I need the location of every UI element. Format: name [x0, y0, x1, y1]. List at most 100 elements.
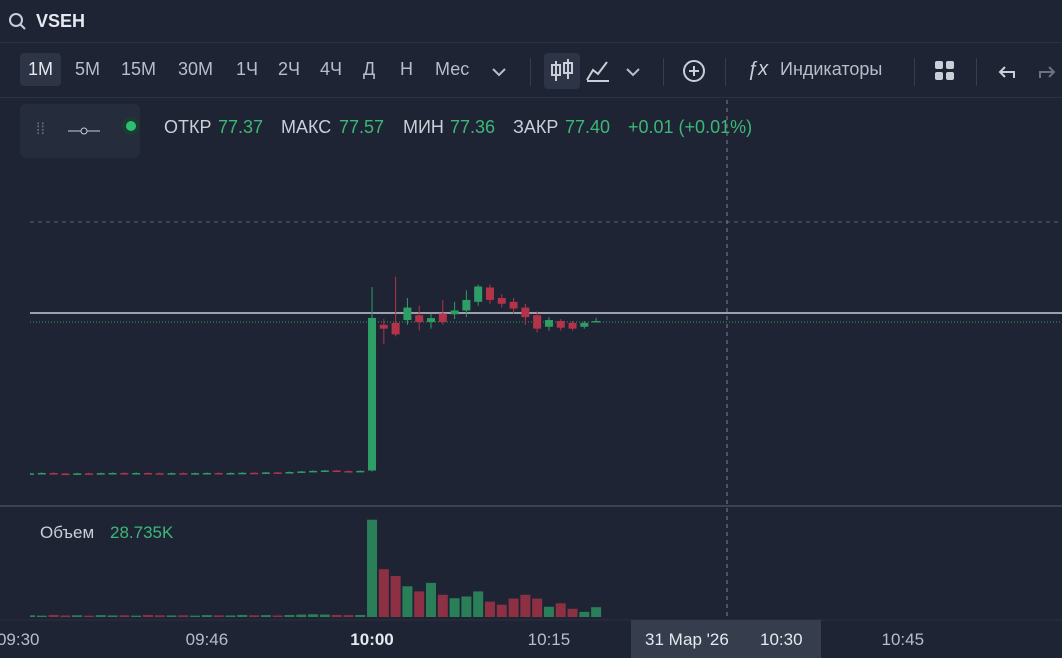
candle-body — [379, 324, 388, 329]
volume-bar — [532, 598, 543, 617]
volume-bar — [95, 615, 106, 617]
volume-bar — [402, 586, 413, 617]
timeframe-button[interactable]: 5М — [75, 59, 101, 79]
volume-bar — [72, 615, 83, 617]
legend-low-label: МИН — [403, 117, 444, 137]
candle-body — [96, 473, 105, 475]
volume-bar — [461, 596, 472, 617]
separator — [914, 58, 915, 86]
volume-bar — [178, 615, 189, 617]
candle-body — [497, 298, 506, 304]
volume-bar — [496, 604, 507, 617]
volume-bar — [260, 615, 271, 617]
volume-bar — [378, 569, 389, 617]
status-dot — [126, 121, 136, 131]
candle-body — [427, 318, 436, 322]
candle-body — [191, 473, 200, 475]
indicators-button[interactable]: Индикаторы — [780, 59, 883, 79]
search-icon[interactable] — [8, 12, 28, 32]
legend-change: +0.01 (+0.01%) — [628, 117, 752, 137]
volume-bar — [543, 606, 554, 617]
volume-bar — [343, 615, 354, 617]
legend-high: 77.57 — [339, 117, 384, 137]
volume-bar — [437, 594, 448, 617]
volume-value: 28.735K — [110, 523, 174, 542]
timeframe-button[interactable]: 15М — [121, 59, 157, 79]
candle-body — [485, 287, 494, 300]
candle-type-button[interactable] — [544, 53, 580, 89]
volume-bar — [36, 615, 47, 617]
add-button[interactable] — [681, 58, 707, 84]
volume-bar — [367, 519, 378, 617]
candle-body — [344, 471, 353, 473]
crosshair-time: 10:30 — [760, 630, 803, 649]
candle-body — [167, 473, 176, 475]
candle-body — [179, 473, 188, 475]
volume-bar — [119, 615, 130, 617]
volume-bar — [331, 614, 342, 617]
timeframe-button[interactable]: Мес — [435, 59, 470, 79]
timeframe-button[interactable]: 4Ч — [320, 59, 343, 79]
timeframe-button[interactable]: 2Ч — [278, 59, 301, 79]
candle-body — [568, 322, 577, 329]
volume-bar — [308, 614, 319, 617]
volume-bar — [30, 615, 35, 617]
candle-body — [143, 472, 152, 475]
candle-body — [84, 473, 93, 475]
search-query[interactable]: VSEH — [36, 11, 86, 31]
candle-body — [332, 470, 341, 472]
volume-bar — [60, 615, 71, 617]
area-type-button[interactable] — [585, 58, 611, 84]
volume-bar — [473, 591, 484, 617]
volume-bar — [591, 607, 602, 617]
candle-body — [273, 472, 282, 474]
volume-bar — [107, 615, 118, 617]
candle-body — [309, 470, 318, 473]
timeframe-button[interactable]: Н — [400, 59, 413, 79]
separator — [725, 58, 726, 86]
candle-body — [202, 472, 211, 475]
candle-body — [238, 472, 247, 475]
timeframe-button[interactable]: 1Ч — [236, 59, 259, 79]
candle-body — [155, 473, 164, 475]
candle-body — [30, 473, 34, 475]
timeframe-button[interactable]: 30М — [178, 59, 214, 79]
candle-body — [73, 473, 82, 475]
undo-redo[interactable] — [996, 60, 1062, 84]
candle-body — [320, 470, 329, 472]
more-types[interactable] — [623, 62, 643, 82]
candle-body — [521, 307, 530, 318]
volume-bar — [390, 576, 401, 617]
x-tick-label: 10:15 — [528, 630, 571, 649]
candle-body — [356, 470, 365, 473]
candle-body — [120, 472, 129, 475]
layout-button[interactable] — [933, 59, 957, 83]
candle-body — [261, 472, 270, 474]
candle-body — [250, 472, 259, 475]
candle-body — [544, 320, 553, 327]
timeframe-button[interactable]: 1М — [20, 53, 62, 86]
candle-body — [368, 317, 377, 471]
candle-body — [509, 301, 518, 309]
crosshair-date: 31 Мар '26 — [645, 630, 729, 649]
candle-body — [132, 472, 141, 475]
volume-bar — [355, 614, 366, 617]
legend-close-label: ЗАКР — [513, 117, 558, 137]
candle-body — [226, 472, 235, 475]
volume-bar — [296, 614, 307, 617]
crosshair-label-bg — [631, 620, 821, 658]
timeframe-button[interactable]: Д — [363, 59, 376, 79]
volume-bar — [272, 615, 283, 617]
candle-body — [450, 310, 459, 315]
candle-body — [580, 322, 589, 327]
volume-bar — [426, 582, 437, 617]
drag-dots[interactable]: ⁞⁞ — [36, 121, 45, 138]
fx-icon[interactable]: ƒx — [747, 58, 769, 80]
candle-body — [474, 286, 483, 302]
candle-body — [403, 307, 412, 321]
candle-body — [37, 472, 46, 475]
more-timeframes[interactable] — [489, 62, 509, 82]
volume-bar — [555, 603, 566, 617]
candle-body — [556, 321, 565, 328]
